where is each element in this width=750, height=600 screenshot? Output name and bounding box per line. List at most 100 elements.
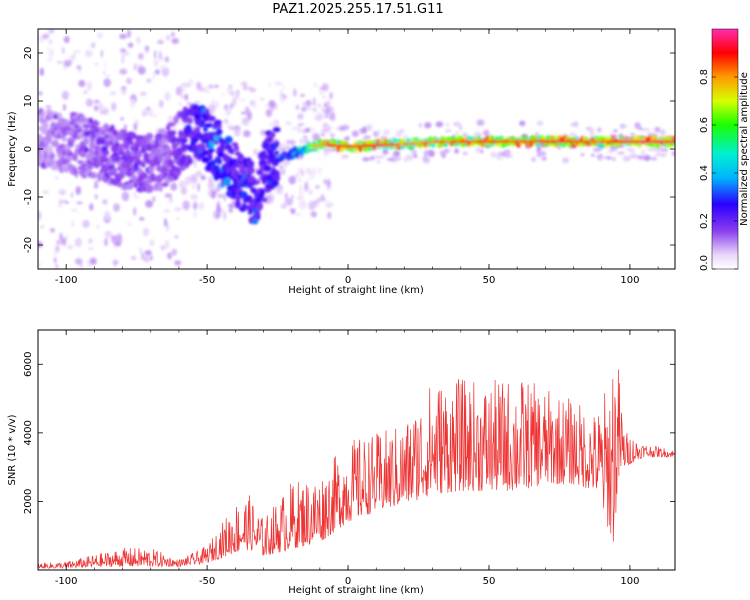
spectrogram-cell bbox=[542, 139, 546, 143]
spectrogram-cell bbox=[545, 139, 550, 143]
spectrogram-cell bbox=[65, 233, 69, 242]
spectrogram-cell bbox=[620, 140, 624, 144]
spectrogram-cell bbox=[75, 186, 82, 195]
spectrogram-cell bbox=[288, 175, 297, 185]
colorbar-frame bbox=[711, 28, 739, 270]
spectrogram-cell bbox=[146, 78, 152, 83]
spectrogram-cell bbox=[274, 141, 280, 148]
spectrogram-cell bbox=[292, 126, 299, 131]
spectrogram-cell bbox=[549, 139, 553, 143]
spectrogram-cell bbox=[279, 164, 282, 169]
spectrogram-cell bbox=[272, 127, 281, 133]
spectrogram-cell bbox=[240, 81, 248, 87]
spectrogram-cell bbox=[370, 144, 374, 147]
spectrogram-cell bbox=[47, 56, 52, 63]
spectrogram-cell bbox=[285, 145, 290, 148]
spectrogram-cell bbox=[161, 182, 169, 187]
spectrogram-cell bbox=[102, 150, 110, 156]
spectrogram-cell bbox=[307, 177, 310, 182]
spectrogram-cell bbox=[629, 154, 639, 159]
spectrogram-heatmap bbox=[38, 29, 675, 269]
spectrogram-cell bbox=[609, 145, 618, 151]
spectrogram-cell bbox=[351, 130, 359, 137]
spectrogram-cell bbox=[43, 150, 49, 159]
spectrogram-cell bbox=[305, 147, 309, 151]
spectrogram-cell bbox=[231, 98, 237, 105]
spectrogram-cell bbox=[308, 126, 316, 133]
spectrogram-cell bbox=[97, 126, 103, 131]
spectrogram-cell bbox=[329, 143, 333, 147]
spectrogram-cell bbox=[572, 121, 579, 128]
spectrogram-cell bbox=[643, 155, 651, 161]
spectrogram-cell bbox=[318, 167, 322, 175]
snr-panel: -100 -50 0 50 100 2000 4000 6000 Height of stra… bbox=[7, 329, 676, 596]
spectrogram-cell bbox=[600, 140, 604, 144]
spectrogram-cell bbox=[171, 248, 178, 256]
spectrogram-cell bbox=[104, 237, 108, 247]
spectrogram-cell bbox=[657, 140, 661, 144]
spectrogram-cell bbox=[539, 150, 547, 157]
spectrogram-cell bbox=[166, 35, 170, 41]
spectrogram-cell bbox=[228, 207, 233, 213]
spectrogram-cell bbox=[296, 104, 299, 110]
spectrogram-cell bbox=[579, 140, 583, 143]
spectrogram-y-tick-label: -10 bbox=[23, 189, 34, 205]
spectrogram-cell bbox=[285, 192, 288, 200]
spectrogram-cell bbox=[273, 174, 281, 182]
spectrogram-cell bbox=[142, 173, 148, 179]
snr-plot-area bbox=[38, 369, 675, 570]
spectrogram-cell bbox=[405, 154, 414, 161]
spectrogram-cell bbox=[539, 139, 543, 143]
spectrogram-cell bbox=[232, 178, 238, 183]
spectrogram-cell bbox=[471, 140, 475, 144]
spectrogram-cell bbox=[216, 128, 223, 135]
spectrogram-cell bbox=[586, 140, 590, 143]
spectrogram-cell bbox=[126, 222, 132, 227]
spectrogram-cell bbox=[462, 132, 468, 138]
snr-x-axis-label: Height of straight line (km) bbox=[288, 585, 424, 596]
spectrogram-cell bbox=[76, 201, 83, 205]
spectrogram-cell bbox=[589, 130, 595, 138]
spectrogram-cell bbox=[317, 197, 321, 203]
spectrogram-x-tick-label: -50 bbox=[199, 275, 215, 286]
spectrogram-cell bbox=[512, 140, 516, 143]
spectrogram-cell bbox=[315, 185, 320, 189]
spectrogram-cell bbox=[256, 201, 263, 211]
spectrogram-cell bbox=[410, 142, 414, 146]
spectrogram-cell bbox=[322, 96, 326, 99]
spectrogram-cell bbox=[243, 85, 248, 91]
spectrogram-cell bbox=[451, 140, 455, 144]
spectrogram-cell bbox=[137, 53, 144, 60]
spectrogram-cell bbox=[366, 124, 373, 131]
spectrogram-cell bbox=[128, 155, 134, 164]
spectrogram-cell bbox=[223, 193, 226, 202]
spectrogram-cell bbox=[258, 159, 267, 168]
spectrogram-cell bbox=[268, 100, 276, 108]
spectrogram-cell bbox=[121, 167, 128, 177]
spectrogram-cell bbox=[561, 133, 569, 137]
spectrogram-cell bbox=[104, 210, 111, 221]
spectrogram-cell bbox=[490, 151, 497, 158]
spectrogram-cell bbox=[146, 143, 153, 152]
spectrogram-cell bbox=[240, 111, 248, 115]
spectrogram-cell bbox=[383, 143, 387, 147]
spectrogram-cell bbox=[650, 157, 658, 161]
spectrogram-cell bbox=[569, 123, 576, 126]
colorbar-tick-label: 0.0 bbox=[699, 255, 710, 271]
spectrogram-cell bbox=[400, 142, 404, 146]
spectrogram-cell bbox=[234, 129, 241, 137]
spectrogram-x-tick-label: 50 bbox=[483, 275, 496, 286]
spectrogram-cell bbox=[83, 89, 88, 95]
colorbar-ticks: 0.0 0.2 0.4 0.6 0.8 bbox=[699, 69, 738, 271]
spectrogram-cell bbox=[128, 132, 137, 140]
spectrogram-cell bbox=[120, 48, 127, 53]
spectrogram-cell bbox=[83, 146, 89, 153]
spectrogram-cell bbox=[104, 60, 107, 70]
spectrogram-cell bbox=[308, 106, 311, 111]
spectrogram-cell bbox=[159, 65, 168, 70]
spectrogram-cell bbox=[216, 206, 222, 214]
spectrogram-cell bbox=[97, 32, 103, 39]
spectrogram-cell bbox=[672, 151, 675, 156]
spectrogram-cell bbox=[612, 156, 616, 162]
spectrogram-cell bbox=[63, 36, 70, 43]
